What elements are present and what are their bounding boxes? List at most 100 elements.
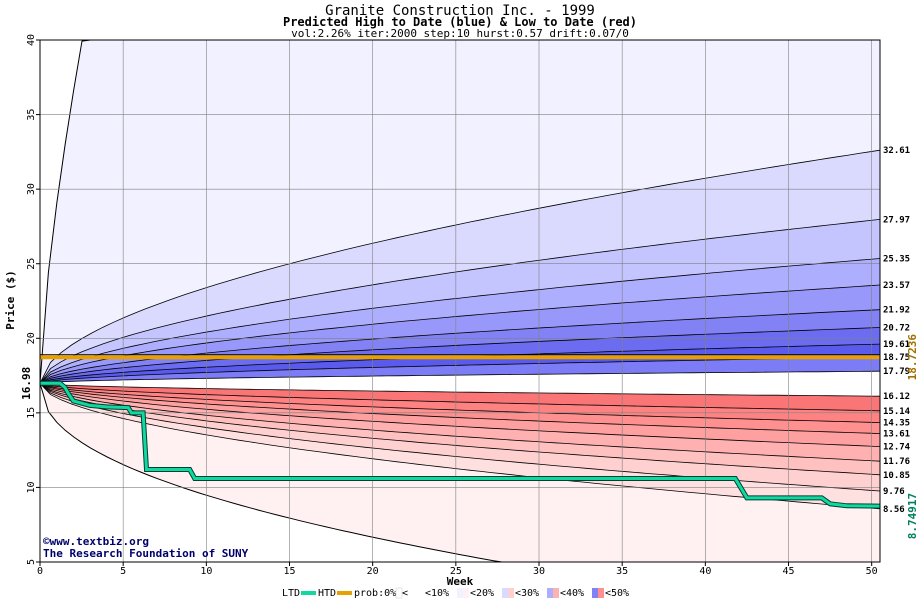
- legend-swatch-red: [598, 588, 604, 598]
- simulation-params: vol:2.26% iter:2000 step:10 hurst:0.57 d…: [291, 27, 629, 40]
- band-edge: [39, 327, 881, 384]
- band-edge: [39, 370, 881, 384]
- band-end-value: 21.92: [883, 306, 910, 316]
- x-axis-ticks: 0 5 10 15 20 25 30 35 40 45 50: [37, 562, 878, 577]
- x-tick-label: 45: [782, 566, 794, 577]
- band-end-value: 20.72: [883, 324, 910, 334]
- band-edge: [39, 149, 881, 384]
- band-end-value: 10.85: [883, 471, 910, 481]
- x-tick-label: 40: [699, 566, 711, 577]
- credit-org: The Research Foundation of SUNY: [43, 547, 249, 560]
- x-tick-label: 25: [450, 566, 462, 577]
- band-end-value: 16.12: [883, 392, 910, 402]
- x-axis-label: Week: [447, 575, 474, 588]
- ltd-line: [40, 381, 881, 508]
- low-band: [40, 383, 880, 562]
- y-axis-label: Price ($): [4, 270, 17, 330]
- start-price-label: 16.98: [20, 367, 33, 400]
- band-edge: [39, 382, 881, 434]
- y-tick-label: 15: [26, 407, 37, 419]
- band-edge: [39, 284, 881, 384]
- band-end-value: 13.61: [883, 430, 910, 440]
- legend-ltd-label: LTD: [282, 588, 300, 599]
- high-band: [40, 371, 880, 384]
- y-tick-label: 30: [26, 183, 37, 195]
- plot-frame: [39, 39, 881, 563]
- x-tick-label: 30: [533, 566, 545, 577]
- high-band: [40, 309, 880, 384]
- band-edge: [39, 382, 881, 462]
- band-end-value: 23.57: [883, 281, 910, 291]
- band-edge: [39, 258, 881, 384]
- band-end-value: 18.75: [883, 353, 910, 363]
- band-end-value: 8.56: [883, 505, 905, 515]
- legend-swatch-blue: [457, 588, 463, 598]
- legend-swatch-red: [553, 588, 559, 598]
- legend-swatch-red: [463, 588, 469, 598]
- legend-bin-label: <40%: [560, 588, 584, 599]
- high-band: [40, 40, 880, 384]
- high-band: [40, 258, 880, 384]
- band-edge: [39, 382, 881, 397]
- high-band: [40, 344, 880, 384]
- legend-bin-label: <20%: [470, 588, 494, 599]
- htd-end-label: 18.7236: [906, 334, 919, 381]
- legend: LTD HTD prob:0% < <10% <20% <30% <40% <50%: [282, 587, 629, 599]
- x-tick-label: 5: [120, 566, 126, 577]
- y-tick-label: 35: [26, 109, 37, 121]
- low-band: [40, 383, 880, 475]
- htd-series: [40, 354, 880, 360]
- low-band: [40, 383, 880, 462]
- legend-bin-label: <: [402, 588, 408, 599]
- y-tick-label: 25: [26, 258, 37, 270]
- band-edge: [39, 382, 881, 447]
- band-edge: [39, 382, 881, 412]
- band-end-value: 11.76: [883, 457, 910, 467]
- low-band: [40, 383, 880, 434]
- x-tick-label: 50: [866, 566, 878, 577]
- ltd-series: [40, 380, 881, 509]
- band-end-value: 15.14: [883, 407, 911, 417]
- ltd-end-label: 8.74917: [906, 493, 919, 539]
- band-end-value: 17.79: [883, 367, 910, 377]
- band-edge: [39, 219, 881, 384]
- band-end-value: 14.35: [883, 419, 910, 429]
- low-band: [40, 383, 880, 447]
- high-band: [40, 285, 880, 384]
- band-edge: [39, 382, 881, 476]
- legend-swatch-red: [508, 588, 514, 598]
- x-tick-label: 15: [283, 566, 295, 577]
- band-end-value: 19.61: [883, 340, 910, 350]
- high-probability-bands: [40, 40, 880, 384]
- high-band: [40, 356, 880, 384]
- legend-swatch-blue: [592, 588, 598, 598]
- band-edge: [39, 356, 881, 384]
- legend-swatch-red: [418, 588, 424, 598]
- y-tick-label: 40: [26, 34, 37, 46]
- x-tick-label: 0: [37, 566, 43, 577]
- legend-htd-label: HTD: [318, 588, 336, 599]
- low-band: [40, 383, 880, 411]
- x-tick-label: 20: [367, 566, 379, 577]
- legend-bin-label: <50%: [605, 588, 629, 599]
- x-tick-label: 35: [616, 566, 628, 577]
- band-edge-lines: [39, 39, 881, 563]
- low-band: [40, 383, 880, 491]
- high-band: [40, 150, 880, 384]
- chart-title: Granite Construction Inc. - 1999: [325, 3, 595, 19]
- band-edge: [39, 383, 881, 492]
- credit-url: ©www.textbiz.org: [43, 535, 149, 548]
- band-end-labels: 32.61 27.97 25.35 23.57 21.92 20.72 19.61 18.75…: [883, 146, 911, 515]
- chart-subtitle: Predicted High to Date (blue) & Low to D…: [282, 15, 637, 29]
- y-tick-label: 5: [26, 559, 37, 565]
- band-end-value: 12.74: [883, 443, 911, 453]
- y-axis-ticks: 5 10 15 20 25 30 35 40: [26, 34, 40, 565]
- legend-swatch-blue: [502, 588, 508, 598]
- legend-prob-label: prob:0%: [354, 588, 396, 599]
- x-tick-label: 10: [200, 566, 212, 577]
- y-tick-label: 20: [26, 332, 37, 344]
- band-end-value: 27.97: [883, 215, 910, 225]
- y-tick-label: 10: [26, 481, 37, 493]
- legend-swatch-zero: [395, 587, 403, 599]
